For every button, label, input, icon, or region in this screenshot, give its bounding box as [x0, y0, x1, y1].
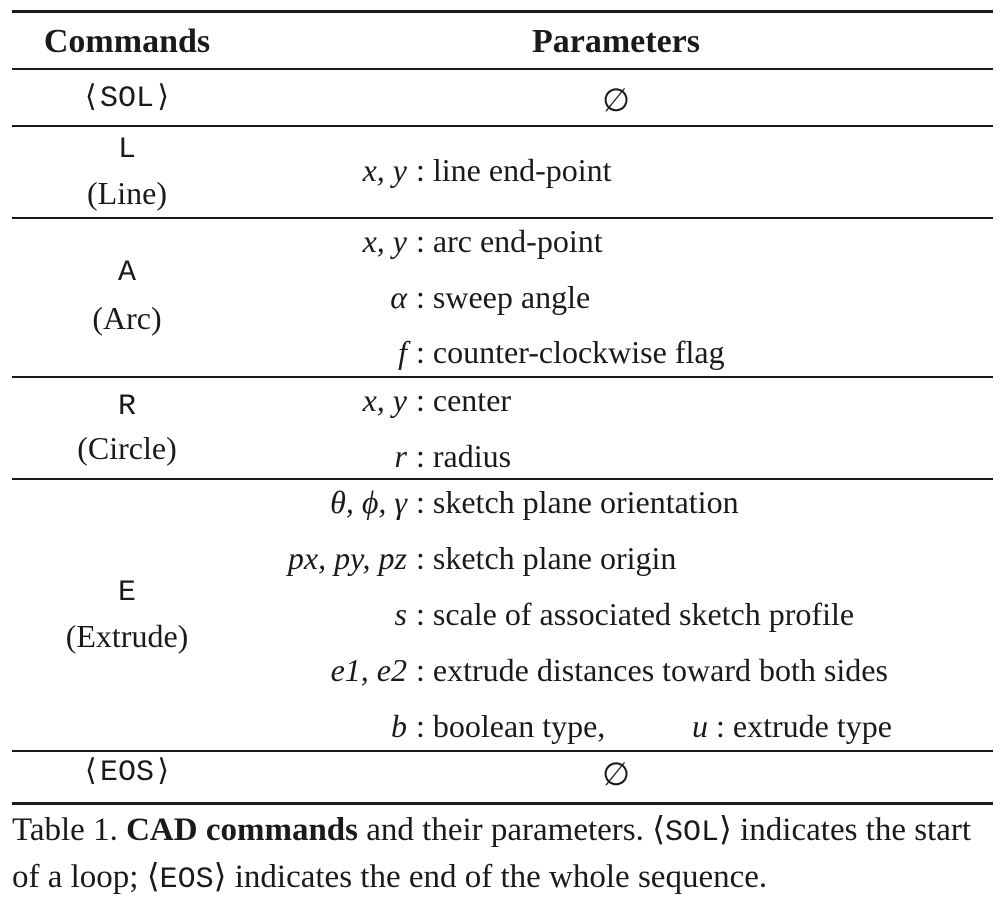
row-rule	[12, 750, 993, 752]
command-extrude-name: (Extrude)	[65, 618, 189, 654]
row-rule	[12, 478, 993, 480]
param-description: : arc end-point	[416, 223, 603, 259]
command-arc: A	[117, 256, 137, 290]
param-symbol: x, y	[362, 152, 407, 188]
row-rule	[12, 376, 993, 378]
command-eos: ⟨EOS⟩	[81, 756, 173, 790]
empty-set-symbol: ∅	[602, 756, 630, 792]
table-top-rule	[12, 10, 993, 13]
header-parameters: Parameters	[531, 23, 701, 60]
param-description: : boolean type,	[416, 708, 606, 744]
command-arc-name: (Arc)	[92, 300, 162, 336]
param-description: : radius	[416, 438, 512, 474]
param-description: : scale of associated sketch profile	[416, 596, 855, 632]
command-extrude: E	[117, 576, 137, 610]
param-symbol: s	[394, 596, 407, 632]
param-description: : sketch plane origin	[416, 540, 677, 576]
param-symbol: px, py, pz	[287, 540, 407, 576]
empty-set-symbol: ∅	[602, 82, 630, 118]
header-commands: Commands	[43, 23, 211, 60]
param-description: : counter-clockwise flag	[416, 334, 725, 370]
header-rule	[12, 68, 993, 70]
param-symbol: u	[692, 708, 708, 744]
command-line: L	[117, 133, 137, 167]
command-sol: ⟨SOL⟩	[81, 82, 173, 116]
param-symbol: r	[394, 438, 407, 474]
row-rule	[12, 217, 993, 219]
param-symbol: α	[390, 279, 407, 315]
command-circle-name: (Circle)	[77, 430, 177, 466]
param-symbol: x, y	[362, 223, 407, 259]
param-description: : extrude type	[716, 708, 892, 744]
param-description: : sweep angle	[416, 279, 591, 315]
param-symbol: θ, ϕ, γ	[330, 484, 407, 520]
param-description: : extrude distances toward both sides	[416, 652, 888, 688]
param-description: : sketch plane orientation	[416, 484, 739, 520]
row-rule	[12, 125, 993, 127]
param-symbol: x, y	[362, 382, 407, 418]
param-symbol: b	[391, 708, 407, 744]
param-symbol: f	[398, 334, 407, 370]
command-circle: R	[117, 390, 137, 424]
command-line-name: (Line)	[87, 175, 167, 211]
table-bottom-rule	[12, 802, 993, 805]
param-description: : line end-point	[416, 152, 612, 188]
param-symbol: e1, e2	[330, 652, 407, 688]
param-description: : center	[416, 382, 512, 418]
table-caption: Table 1. CAD commands and their paramete…	[12, 812, 972, 897]
